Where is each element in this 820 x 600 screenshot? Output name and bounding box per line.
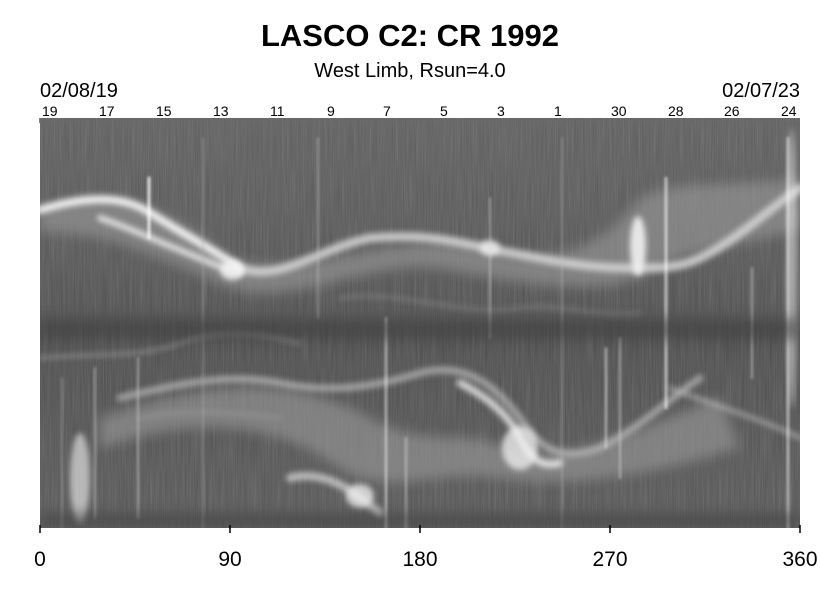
x-tick-label-270: 270 [592,548,628,571]
plot-subtitle: West Limb, Rsun=4.0 [314,60,506,82]
day-label-13: 13 [213,103,229,119]
day-label-26: 26 [724,103,740,119]
top-axis: 19 17 15 13 11 9 7 5 3 1 30 28 26 24 [39,103,797,128]
x-tick-label-360: 360 [782,548,818,571]
day-label-17: 17 [99,103,115,119]
day-label-11: 11 [270,103,285,119]
bottom-axis [39,525,801,533]
day-label-24: 24 [781,103,797,119]
day-label-5: 5 [440,103,448,119]
x-tick-label-180: 180 [402,548,438,571]
synoptic-map-image [40,118,800,528]
day-label-15: 15 [156,103,172,119]
plot-title: LASCO C2: CR 1992 [260,18,560,53]
day-label-7: 7 [383,103,391,119]
day-label-9: 9 [327,103,335,119]
day-label-1: 1 [554,103,562,119]
day-label-3: 3 [497,103,505,119]
x-tick-label-0: 0 [34,548,46,571]
x-tick-label-90: 90 [218,548,242,571]
date-start-label: 02/08/19 [40,80,118,102]
day-label-30: 30 [611,103,627,119]
day-label-28: 28 [668,103,684,119]
date-end-label: 02/07/23 [722,80,800,102]
day-label-19: 19 [42,103,58,119]
